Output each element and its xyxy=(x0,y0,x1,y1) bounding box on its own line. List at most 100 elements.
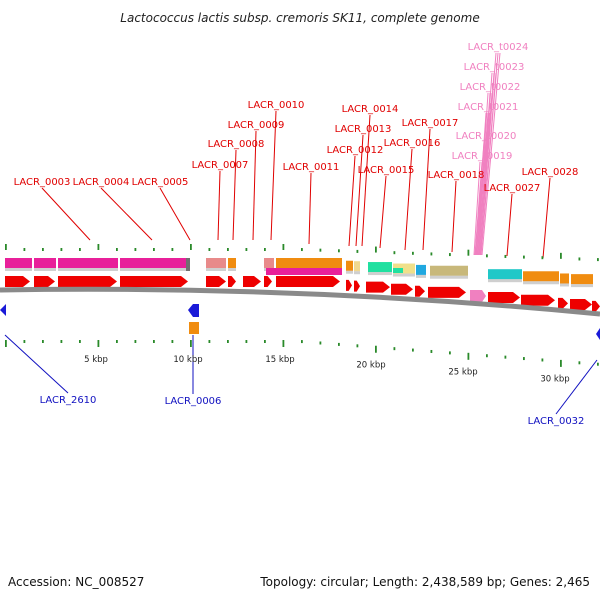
gene-arrow[interactable] xyxy=(206,276,226,287)
cog-bar-lacr_0007 xyxy=(206,258,226,268)
gene-arrow[interactable] xyxy=(58,276,117,287)
scale-tick xyxy=(134,340,137,343)
callout-line-lacr_0014 xyxy=(361,114,371,247)
scale-label-1: 5 kbp xyxy=(84,355,108,365)
gene-arrow[interactable] xyxy=(570,298,592,310)
scale-label-4: 20 kbp xyxy=(356,360,385,370)
gene-label-lacr_0006[interactable]: LACR_0006 xyxy=(165,396,222,407)
forward-tick xyxy=(23,248,26,251)
rna-label-lacr_t0021[interactable]: LACR_t0021 xyxy=(458,102,519,113)
gene-arrow[interactable] xyxy=(228,276,236,287)
gene-label-lacr_0007[interactable]: LACR_0007 xyxy=(192,160,249,171)
gene-label-lacr_0005[interactable]: LACR_0005 xyxy=(132,177,189,188)
callout-line-lacr_0017 xyxy=(422,128,431,251)
forward-tick xyxy=(560,252,562,259)
scale-tick xyxy=(338,342,340,346)
gene-label-lacr_0013[interactable]: LACR_0013 xyxy=(335,124,392,135)
gene-label-lacr_0028[interactable]: LACR_0028 xyxy=(522,167,579,178)
scale-tick xyxy=(208,340,211,343)
cog-bar-shadow xyxy=(560,283,569,287)
scale-tick xyxy=(375,345,377,353)
scale-tick xyxy=(282,340,285,347)
gene-label-lacr_0032[interactable]: LACR_0032 xyxy=(528,416,585,427)
scale-tick xyxy=(541,358,544,362)
gene-label-lacr_0009[interactable]: LACR_0009 xyxy=(228,120,285,131)
cog-bar-lacr_0012 xyxy=(346,260,353,271)
scale-tick xyxy=(523,357,525,361)
gene-label-lacr_0003[interactable]: LACR_0003 xyxy=(14,177,71,188)
gene-label-lacr_0011[interactable]: LACR_0011 xyxy=(283,162,340,173)
scale-tick xyxy=(486,354,488,358)
forward-tick xyxy=(190,244,192,250)
gene-label-lacr_0027[interactable]: LACR_0027 xyxy=(484,183,541,194)
callout-line-lacr_0003 xyxy=(41,187,91,241)
gene-label-lacr_0004[interactable]: LACR_0004 xyxy=(73,177,130,188)
rna-label-lacr_t0020[interactable]: LACR_t0020 xyxy=(456,131,517,142)
callout-line-lacr_0016 xyxy=(404,148,413,251)
rna-label-lacr_t0022[interactable]: LACR_t0022 xyxy=(460,82,521,93)
gene-arrow[interactable] xyxy=(488,291,520,303)
gene-label-lacr_0008[interactable]: LACR_0008 xyxy=(208,139,265,150)
scale-tick xyxy=(449,351,451,355)
forward-tick xyxy=(504,254,507,258)
cog-bar-shadow xyxy=(393,273,415,277)
rna-callout-line xyxy=(477,92,489,256)
cog-bar-lacr_0016 xyxy=(393,263,415,274)
gene-arrow[interactable] xyxy=(264,276,272,287)
gene-arrow[interactable] xyxy=(428,286,466,298)
gene-label-lacr_0015[interactable]: LACR_0015 xyxy=(358,165,415,176)
rna-label-lacr_t0023[interactable]: LACR_t0023 xyxy=(464,62,525,73)
gene-label-lacr_0018[interactable]: LACR_0018 xyxy=(428,170,485,181)
callout-line-lacr_0011 xyxy=(308,172,312,245)
gene-arrow[interactable] xyxy=(120,276,188,287)
cog-bar-lacr_0010 xyxy=(264,258,274,268)
rna-label-lacr_t0019[interactable]: LACR_t0019 xyxy=(452,151,513,162)
scale-tick xyxy=(97,340,100,347)
scale-tick xyxy=(467,352,470,360)
forward-tick xyxy=(171,248,174,251)
rna-callout-line xyxy=(473,161,481,256)
forward-tick xyxy=(42,248,44,251)
callout-lines xyxy=(4,52,598,415)
reverse-arrow-lacr-0032[interactable] xyxy=(596,328,600,340)
reverse-arrow-lacr-0006[interactable] xyxy=(188,304,199,317)
gene-arrow[interactable] xyxy=(346,279,352,291)
gene-label-lacr_2610[interactable]: LACR_2610 xyxy=(40,395,97,406)
reverse-arrow-lacr-2610[interactable] xyxy=(0,304,6,316)
forward-tick xyxy=(301,248,303,252)
forward-tick xyxy=(541,256,544,260)
cog-bar-lacr_0013 xyxy=(354,261,360,272)
forward-tick-row xyxy=(5,244,599,262)
gene-label-lacr_0017[interactable]: LACR_0017 xyxy=(402,118,459,129)
gene-arrow[interactable] xyxy=(366,281,390,293)
scale-tick xyxy=(264,340,266,343)
callout-line-lacr_0027 xyxy=(506,193,513,257)
gene-arrow[interactable] xyxy=(276,276,340,287)
gene-arrow[interactable] xyxy=(391,283,413,295)
forward-tick xyxy=(264,248,266,251)
gene-arrow[interactable] xyxy=(243,276,261,287)
gene-label-lacr_0012[interactable]: LACR_0012 xyxy=(327,145,384,156)
forward-tick xyxy=(282,244,285,250)
gene-arrow[interactable] xyxy=(592,300,600,312)
forward-tick xyxy=(134,248,137,251)
gene-arrow[interactable] xyxy=(5,276,30,287)
forward-tick xyxy=(375,246,377,253)
gene-arrow[interactable] xyxy=(34,276,55,287)
cog-bar-shadow xyxy=(354,271,360,275)
gene-label-lacr_0016[interactable]: LACR_0016 xyxy=(384,138,441,149)
accession-text: Accession: NC_008527 xyxy=(8,575,144,589)
gene-arrows xyxy=(5,276,600,312)
rna-arrow[interactable] xyxy=(470,290,486,302)
rna-label-lacr_t0024[interactable]: LACR_t0024 xyxy=(468,42,529,53)
gene-arrow[interactable] xyxy=(415,285,425,297)
scale-tick xyxy=(23,340,26,343)
gene-arrow[interactable] xyxy=(521,294,555,306)
gene-arrow[interactable] xyxy=(558,297,568,309)
gene-label-lacr_0014[interactable]: LACR_0014 xyxy=(342,104,399,115)
gene-label-lacr_0010[interactable]: LACR_0010 xyxy=(248,100,305,111)
cog-bar-lacr_0004 xyxy=(58,258,118,268)
gene-arrow[interactable] xyxy=(354,280,360,292)
scale-tick xyxy=(597,362,599,366)
